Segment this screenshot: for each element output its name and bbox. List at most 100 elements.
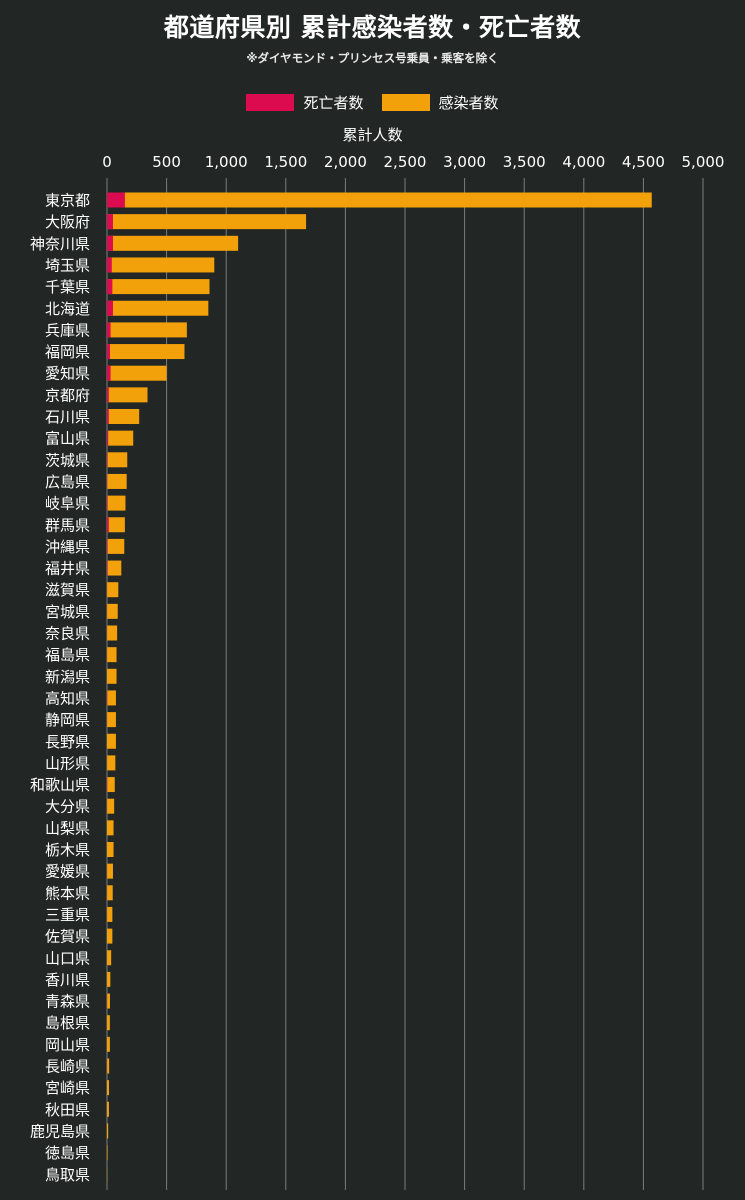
bar-infections [107, 863, 113, 879]
category-label: 長崎県 [45, 1058, 90, 1076]
bar-infections [107, 473, 127, 489]
bar-deaths [107, 192, 125, 208]
category-label: 茨城県 [45, 451, 90, 469]
bar-deaths [107, 344, 110, 360]
bar-infections [107, 733, 116, 749]
bar-infections [107, 538, 125, 554]
category-label: 滋賀県 [45, 581, 90, 599]
category-label: 富山県 [45, 430, 90, 448]
category-label: 香川県 [45, 971, 90, 989]
bar-infections [107, 235, 239, 251]
x-tick-label: 3,500 [503, 153, 546, 171]
bar-infections [107, 820, 114, 836]
bar-deaths [107, 322, 111, 338]
bar-infections [107, 452, 128, 468]
category-label: 岐阜県 [45, 495, 90, 513]
legend-item-deaths[interactable]: 死亡者数 [246, 92, 364, 113]
category-label: 岡山県 [45, 1036, 90, 1054]
x-tick-label: 5,000 [682, 153, 725, 171]
bar-infections [107, 1145, 108, 1161]
category-label: 秋田県 [45, 1101, 90, 1119]
x-tick-label: 1,500 [264, 153, 307, 171]
category-label: 熊本県 [45, 884, 90, 902]
category-label: 徳島県 [45, 1144, 90, 1162]
bar-deaths [107, 365, 111, 381]
category-label: 三重県 [45, 906, 90, 924]
category-label: 山口県 [45, 949, 90, 967]
bar-infections [107, 928, 113, 944]
bar-infections [107, 582, 119, 598]
category-label: 石川県 [45, 408, 90, 426]
bar-infections [107, 971, 111, 987]
category-label: 新潟県 [45, 668, 90, 686]
bar-infections [107, 712, 116, 728]
category-label: 奈良県 [45, 625, 90, 643]
category-label: 大阪府 [45, 213, 90, 231]
category-label: 山梨県 [45, 819, 90, 837]
category-label: 兵庫県 [45, 321, 90, 339]
legend-item-infections[interactable]: 感染者数 [381, 92, 499, 113]
category-label: 福井県 [45, 560, 90, 578]
x-tick-label: 2,500 [384, 153, 427, 171]
x-tick-label: 4,000 [562, 153, 605, 171]
category-label: 宮崎県 [45, 1079, 90, 1097]
category-label: 鹿児島県 [30, 1122, 90, 1140]
category-label: 広島県 [45, 473, 90, 491]
x-axis-title: 累計人数 [342, 126, 403, 144]
legend: 死亡者数 感染者数 [0, 92, 745, 113]
bar-infections [107, 1123, 109, 1139]
bar-infections [107, 409, 140, 424]
category-label: 北海道 [45, 300, 90, 318]
bar-infections [107, 192, 652, 208]
bar-deaths [107, 430, 109, 446]
legend-label-deaths: 死亡者数 [303, 94, 364, 112]
bar-infections [107, 1058, 110, 1074]
category-label: 東京都 [45, 192, 90, 210]
category-label: 愛媛県 [45, 863, 90, 881]
category-label: 宮城県 [45, 603, 90, 621]
bar-infections [107, 1080, 110, 1096]
bar-infections [107, 1101, 109, 1117]
bar-infections [107, 1015, 110, 1031]
bar-infections [107, 300, 209, 316]
bar-infections [107, 777, 115, 793]
bar-deaths [107, 214, 113, 230]
bar-infections [107, 365, 167, 381]
category-label: 栃木県 [45, 841, 90, 859]
chart-title: 都道府県別 累計感染者数・死亡者数 [163, 13, 582, 42]
category-label: 佐賀県 [45, 928, 90, 946]
bar-infections [107, 517, 125, 533]
bar-infections [107, 668, 117, 684]
bar-deaths [107, 279, 113, 295]
bar-infections [107, 214, 307, 230]
category-label: 沖縄県 [45, 538, 90, 556]
bar-infections [107, 842, 114, 857]
x-tick-label: 4,500 [622, 153, 665, 171]
x-tick-label: 1,000 [205, 153, 248, 171]
category-label: 山形県 [45, 754, 90, 772]
category-label: 千葉県 [45, 278, 90, 296]
category-label: 埼玉県 [45, 256, 90, 274]
bar-infections [107, 798, 115, 814]
category-label: 高知県 [45, 689, 90, 707]
x-tick-label: 3,000 [443, 153, 486, 171]
category-label: 大分県 [45, 798, 90, 816]
bar-infections [107, 344, 185, 360]
bar-infections [107, 430, 134, 446]
bar-infections [107, 495, 126, 511]
bar-deaths [107, 538, 108, 554]
chart-subtitle: ※ダイヤモンド・プリンセス号乗員・乗客を除く [246, 51, 499, 65]
bar-infections [107, 993, 110, 1009]
category-label: 京都府 [45, 386, 90, 404]
category-label: 群馬県 [45, 516, 90, 534]
category-label: 静岡県 [45, 711, 90, 729]
legend-swatch-deaths [246, 94, 295, 111]
bar-deaths [107, 495, 108, 511]
x-tick-label: 500 [152, 153, 181, 171]
x-tick-label: 0 [102, 153, 112, 171]
bar-infections [107, 625, 118, 641]
legend-label-infections: 感染者数 [438, 94, 499, 112]
category-label: 神奈川県 [30, 235, 90, 253]
